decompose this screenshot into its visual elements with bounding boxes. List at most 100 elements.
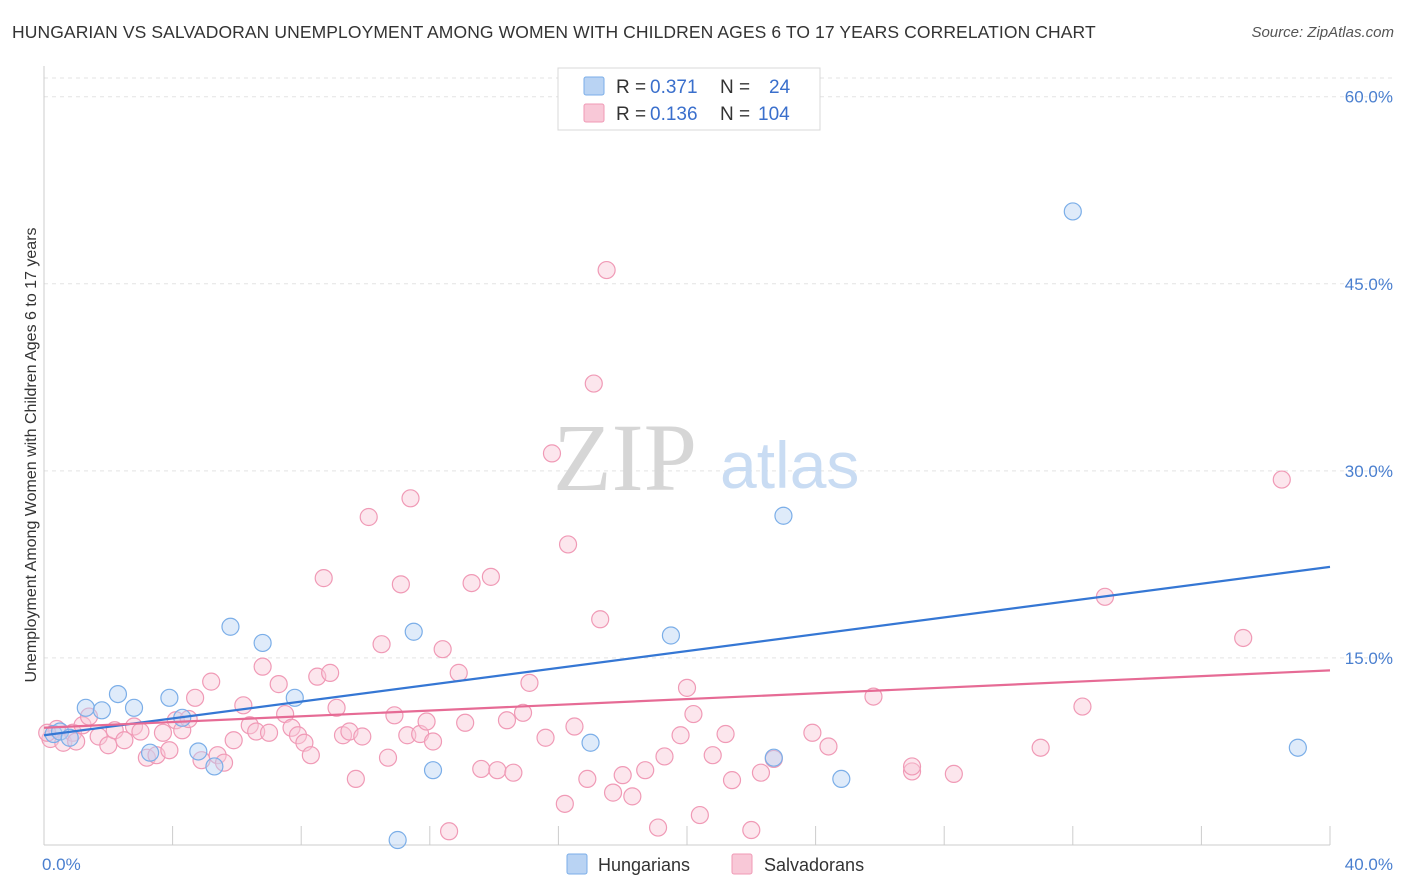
data-point [439, 822, 459, 841]
data-point [497, 711, 517, 730]
data-point [269, 675, 288, 694]
data-point [186, 688, 205, 707]
data-point [314, 569, 333, 588]
data-point [803, 723, 822, 742]
data-point [565, 717, 584, 736]
data-point [456, 713, 475, 732]
data-point [321, 663, 340, 682]
legend-n-value-hungarians: 24 [769, 77, 791, 98]
data-point [160, 741, 179, 760]
data-point [655, 747, 674, 766]
data-point [944, 764, 963, 784]
data-point [433, 640, 452, 659]
data-point [684, 704, 703, 724]
trend-line [43, 565, 1331, 737]
legend-n-value-salvadorans: 104 [758, 104, 790, 125]
data-point [462, 573, 481, 593]
legend-r-label-hungarians: R = [616, 77, 646, 98]
data-point [359, 507, 378, 527]
data-point [282, 718, 301, 737]
data-point [160, 688, 179, 707]
data-point [247, 722, 266, 741]
chart-source: Source: ZipAtlas.com [1251, 24, 1394, 41]
data-point [578, 769, 597, 789]
y-axis-label: Unemployment Among Women with Children A… [23, 227, 40, 682]
data-point [346, 769, 365, 789]
data-point [722, 771, 742, 790]
data-point [581, 733, 600, 752]
data-point [703, 746, 722, 765]
bottom-legend: Hungarians Salvadorans [566, 853, 864, 875]
chart-title: HUNGARIAN VS SALVADORAN UNEMPLOYMENT AMO… [12, 22, 1096, 42]
data-point [76, 698, 95, 717]
data-point [417, 712, 436, 731]
data-point [221, 617, 240, 636]
data-point [764, 748, 783, 767]
data-point [832, 769, 851, 789]
data-point [513, 703, 533, 722]
data-point [1031, 738, 1050, 757]
data-point [591, 610, 610, 629]
data-point [205, 757, 224, 776]
legend-r-value-hungarians: 0.371 [650, 77, 698, 98]
x-tick-labels: 0.0% 40.0% [42, 855, 1393, 874]
data-point [189, 742, 208, 761]
data-point [1288, 738, 1307, 757]
data-point [398, 726, 417, 745]
data-point [636, 761, 655, 780]
data-point [1073, 697, 1092, 716]
data-point [472, 759, 491, 779]
trend-lines [43, 565, 1331, 737]
y-tick-label: 60.0% [1345, 88, 1393, 107]
data-point [504, 763, 523, 782]
data-point [388, 830, 407, 850]
watermark-atlas: atlas [720, 428, 859, 502]
bottom-legend-salvadorans: Salvadorans [764, 855, 864, 875]
data-point [131, 722, 150, 741]
data-point [902, 757, 922, 776]
data-point [115, 731, 134, 750]
y-tick-label: 15.0% [1345, 649, 1393, 668]
data-point [819, 737, 838, 756]
data-point [742, 820, 761, 840]
data-point [214, 753, 234, 772]
data-point [690, 805, 709, 825]
legend-swatch-salvadorans [583, 103, 605, 123]
data-point [327, 698, 346, 717]
data-point [774, 506, 793, 525]
data-point [520, 673, 539, 692]
data-point [597, 260, 616, 280]
data-point [751, 763, 771, 782]
bottom-legend-swatch-hungarians [566, 853, 588, 875]
data-point [202, 672, 221, 691]
data-point [555, 794, 574, 813]
legend-n-label-hungarians: N = [720, 77, 750, 98]
data-point [558, 535, 578, 554]
data-point [253, 657, 272, 676]
bottom-legend-hungarians: Hungarians [598, 855, 690, 875]
data-point [301, 746, 320, 765]
data-point [1063, 202, 1082, 221]
data-point [208, 746, 227, 765]
data-point [253, 633, 272, 653]
grid-lines [44, 77, 1393, 659]
data-point [603, 783, 623, 802]
axes [43, 66, 1331, 846]
series-hungarians-points [44, 202, 1307, 850]
trend-line [43, 669, 1331, 729]
y-tick-label: 30.0% [1345, 462, 1393, 481]
watermark-zip: ZIP [553, 404, 697, 511]
data-point [677, 678, 697, 697]
data-point [648, 818, 668, 837]
data-point [423, 761, 443, 780]
data-point [623, 787, 642, 806]
data-point [423, 732, 443, 751]
y-tick-labels: 15.0% 30.0% 45.0% 60.0% [1345, 88, 1393, 668]
data-point [378, 748, 398, 767]
data-point [353, 727, 372, 746]
legend-r-label-salvadorans: R = [616, 104, 646, 125]
x-tick-label: 0.0% [42, 855, 81, 874]
bottom-legend-swatch-salvadorans [731, 853, 753, 875]
data-point [864, 687, 883, 706]
